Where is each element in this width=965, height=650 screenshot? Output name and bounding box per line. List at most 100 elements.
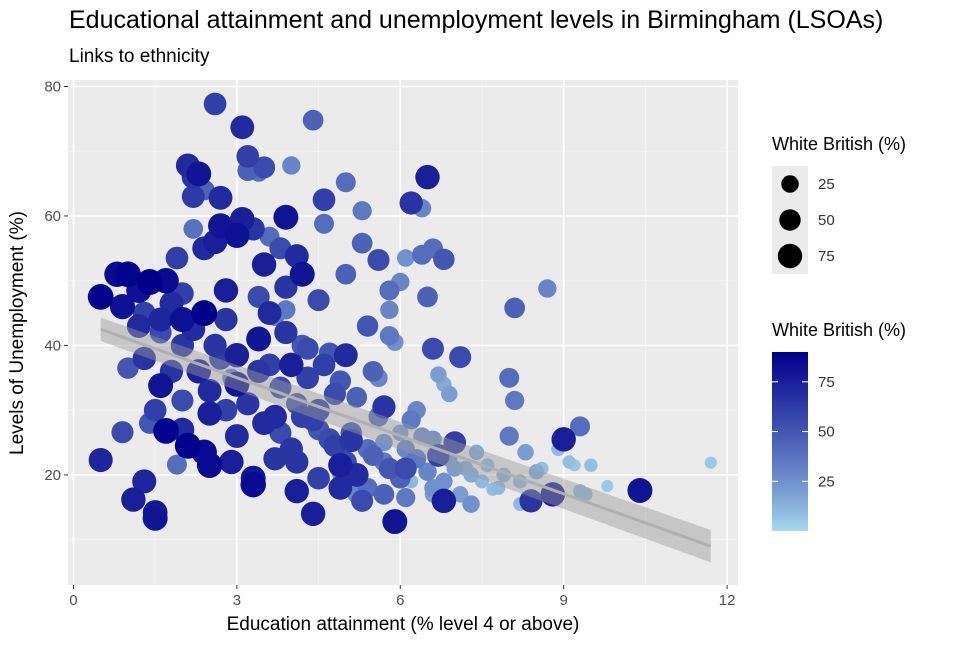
data-point [247, 359, 271, 383]
size-legend-key [779, 209, 801, 231]
data-point [142, 505, 168, 531]
data-point [570, 416, 591, 437]
data-point [224, 342, 250, 368]
data-point [704, 456, 717, 469]
data-point [430, 366, 447, 383]
data-point [312, 353, 336, 377]
data-point [132, 469, 157, 494]
data-point [214, 307, 238, 332]
data-point [296, 337, 319, 360]
data-point [538, 279, 557, 298]
data-point [562, 455, 576, 469]
colorbar-label: 75 [818, 374, 835, 391]
data-point [289, 261, 315, 287]
y-tick-label: 20 [44, 467, 61, 484]
data-point [197, 378, 222, 403]
data-point [431, 488, 457, 514]
data-point [362, 360, 384, 382]
data-point [441, 385, 458, 403]
x-tick-label: 12 [719, 592, 736, 609]
data-point [517, 444, 534, 461]
data-point [136, 269, 163, 295]
data-point [181, 185, 205, 209]
data-point [282, 156, 301, 175]
data-point [197, 401, 222, 426]
data-point [399, 191, 423, 215]
data-point [257, 301, 282, 326]
data-point [443, 431, 467, 454]
data-point [284, 478, 309, 504]
data-point [463, 467, 479, 483]
data-point [302, 109, 324, 131]
size-legend-title: White British (%) [772, 134, 907, 154]
data-point [247, 285, 270, 308]
x-tick-label: 0 [69, 592, 77, 609]
data-point [346, 386, 368, 408]
data-point [519, 489, 543, 513]
data-point [111, 421, 134, 444]
y-tick-label: 40 [44, 337, 61, 354]
colorbar [772, 352, 808, 531]
data-point [171, 389, 194, 412]
data-point [109, 294, 136, 320]
data-point [153, 418, 179, 444]
data-point [301, 408, 325, 432]
data-point [379, 280, 400, 301]
data-point [269, 376, 292, 399]
data-point [528, 464, 545, 480]
size-legend-label: 50 [818, 212, 835, 229]
data-point [367, 248, 390, 272]
data-point [273, 204, 299, 230]
data-point [224, 424, 249, 449]
data-point [379, 326, 399, 346]
x-axis-label: Education attainment (% level 4 or above… [226, 614, 580, 635]
chart-title: Educational attainment and unemployment … [69, 6, 884, 34]
data-point [351, 232, 373, 254]
data-point [240, 471, 266, 498]
data-point [333, 343, 358, 368]
data-point [415, 164, 440, 190]
data-point [279, 352, 304, 378]
data-point [421, 337, 444, 360]
data-point [169, 306, 195, 333]
data-point [491, 480, 506, 495]
data-point [263, 447, 287, 471]
size-legend-label: 25 [818, 176, 835, 193]
data-point [396, 249, 415, 267]
data-point [627, 477, 653, 503]
colorbar-label: 25 [818, 473, 835, 490]
data-point [307, 289, 330, 312]
data-point [499, 367, 520, 388]
data-point [505, 390, 525, 411]
data-point [352, 201, 372, 221]
data-point [382, 509, 408, 535]
data-point [335, 172, 356, 193]
data-point [148, 307, 173, 332]
data-point [307, 466, 330, 490]
data-point [449, 346, 472, 369]
confidence-band [100, 317, 711, 563]
data-point [451, 486, 469, 503]
data-point [433, 248, 455, 271]
data-point [378, 457, 401, 480]
trend-line [100, 327, 712, 548]
data-point [126, 314, 151, 338]
data-point [121, 487, 146, 512]
color-legend-title: White British (%) [772, 320, 907, 340]
data-point [462, 495, 480, 513]
x-tick-label: 6 [396, 592, 404, 609]
data-point [396, 487, 416, 508]
data-point [424, 430, 442, 449]
colorbar-label: 50 [818, 424, 835, 441]
data-point [208, 185, 233, 210]
data-point [246, 326, 272, 352]
data-point [375, 433, 393, 452]
data-point [251, 252, 277, 277]
data-point [356, 315, 379, 337]
data-point [380, 300, 399, 320]
data-point [166, 454, 187, 475]
data-point [186, 161, 212, 187]
data-point [236, 392, 260, 416]
data-point [230, 115, 255, 140]
data-point [143, 398, 167, 422]
